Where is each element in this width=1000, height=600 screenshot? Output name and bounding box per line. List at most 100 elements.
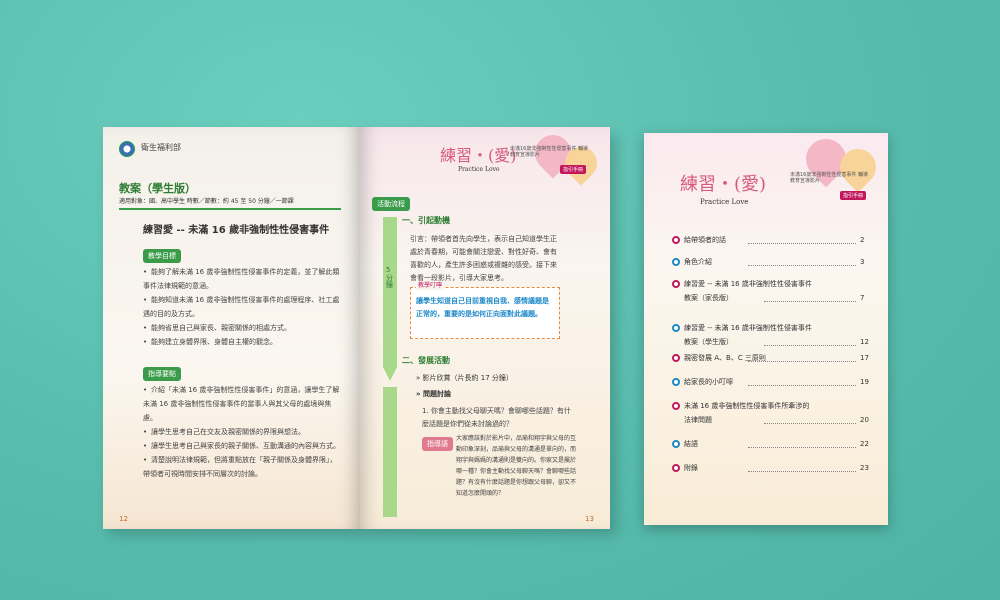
list-item: • 介紹「未滿 16 歲非強制性性侵害事件」的意涵，讓學生了解未滿 16 歲非強制… xyxy=(143,386,340,422)
list-item: • 能夠知道未滿 16 歲非強制性性侵害事件的處理程序、社工處遇的目的及方式。 xyxy=(143,296,340,318)
header-small: 未滿16歲非強制性性侵害事件 輔導教育宣導影片 xyxy=(790,172,868,184)
toc-leader xyxy=(748,243,856,244)
hint-text: 大家應該對於影片中，品瑜和翔宇與父母的互動印象深刻，品瑜與父母的溝通是單向的，而… xyxy=(456,435,576,497)
lesson-heading: 練習愛 -- 未滿 16 歲非強制性性侵害事件 xyxy=(143,225,330,236)
toc-item[interactable]: 給帶領者的話 xyxy=(684,235,856,245)
timeline-arrow-icon xyxy=(383,367,397,381)
list-item: • 能夠省思自己與家長、親密關係的相處方式。 xyxy=(143,324,291,332)
ministry-logo-icon xyxy=(119,141,135,157)
note-box xyxy=(410,287,560,339)
section-tag-goals: 教學目標 xyxy=(143,249,181,263)
toc-leader xyxy=(748,471,856,472)
step1-heading: 一、引起動機 xyxy=(402,216,450,225)
toc-leader xyxy=(748,385,856,386)
toc-item-label-line2: 教案（學生版） xyxy=(684,338,733,346)
toc-item-label-line2: 法律問題 xyxy=(684,416,712,424)
toc-item[interactable]: 給家長的小叮嚀 xyxy=(684,377,856,387)
list-item-text: 能夠省思自己與家長、親密關係的相處方式。 xyxy=(151,324,291,332)
lesson-plan-title: 教案（學生版） xyxy=(119,182,196,195)
toc-item-label: 角色介紹 xyxy=(684,258,712,266)
toc-bullet-icon xyxy=(672,402,680,410)
toc-leader xyxy=(748,447,856,448)
toc-leader xyxy=(748,361,856,362)
toc-item-label: 附錄 xyxy=(684,464,698,472)
toc-item[interactable]: 附錄 xyxy=(684,463,856,473)
video-item: » 影片欣賞（片長約 17 分鐘） xyxy=(416,374,513,383)
toc-bullet-icon xyxy=(672,236,680,244)
brand-title: 練習‧(愛) xyxy=(680,174,767,195)
toc-item-label: 給家長的小叮嚀 xyxy=(684,378,733,386)
toc-leader xyxy=(764,345,856,346)
guidance-list: • 介紹「未滿 16 歲非強制性性侵害事件」的意涵，讓學生了解未滿 16 歲非強制… xyxy=(143,383,343,481)
toc-bullet-icon xyxy=(672,440,680,448)
list-item-text: 介紹「未滿 16 歲非強制性性侵害事件」的意涵，讓學生了解未滿 16 歲非強制性… xyxy=(143,386,340,422)
toc-bullet-icon xyxy=(672,378,680,386)
handbook-badge: 指引手冊 xyxy=(840,191,867,200)
list-item: • 能夠建立身體界限、身體自主權的觀念。 xyxy=(143,338,277,346)
section-tag-guidance: 指導要點 xyxy=(143,367,181,381)
question-1: 1. 你會主動找父母聊天嗎？會聊哪些話題？有什麼話題是你們從未討論過的？ xyxy=(422,407,571,428)
toc-page: 練習‧(愛) Practice Love 未滿16歲非強制性性侵害事件 輔導教育… xyxy=(644,133,888,525)
toc-leader xyxy=(748,265,856,266)
step1-text: 引言：帶領者首先向學生，表示自己知道學生正處於青春期，可能會關注戀愛、對性好奇、… xyxy=(410,235,557,282)
page-number: 13 xyxy=(585,515,594,523)
list-item: • 讓學生思考自己在交友及親密關係的界限與想法。 xyxy=(143,428,305,436)
toc-item[interactable]: 練習愛 -- 未滿 16 歲非強制性性侵害事件 教案（家長版） xyxy=(684,279,856,303)
video-label: 影片欣賞（片長約 17 分鐘） xyxy=(422,374,513,382)
timeline-bar xyxy=(383,217,397,367)
goals-list: • 能夠了解未滿 16 歲非強制性性侵害事件的定義，並了解此類事件法律規範的意涵。… xyxy=(143,265,343,349)
toc-bullet-icon xyxy=(672,280,680,288)
activity-flow-tag: 活動流程 xyxy=(372,197,410,211)
toc-page-number: 22 xyxy=(860,440,869,448)
timeline-bar xyxy=(383,387,397,517)
toc-item-label: 結語 xyxy=(684,440,698,448)
right-page: 練習‧(愛) Practice Love 未滿16歲非強制性性侵害事件 輔導教育… xyxy=(360,127,610,529)
toc-item[interactable]: 結語 xyxy=(684,439,856,449)
brand-subtitle: Practice Love xyxy=(700,198,749,206)
ministry-name: 衛生福利部 xyxy=(141,143,181,152)
note-tag: 教學叮嚀 xyxy=(416,282,445,290)
header-small: 未滿16歲非強制性性侵害事件 輔導教育宣導影片 xyxy=(510,146,588,158)
arrow-icon: » xyxy=(416,374,423,382)
list-item-text: 能夠建立身體界限、身體自主權的觀念。 xyxy=(151,338,277,346)
toc-leader xyxy=(764,301,856,302)
time-label: 5分鐘 xyxy=(386,266,393,290)
toc-bullet-icon xyxy=(672,324,680,332)
list-item-text: 能夠知道未滿 16 歲非強制性性侵害事件的處理程序、社工處遇的目的及方式。 xyxy=(143,296,340,318)
toc-page-number: 2 xyxy=(860,236,865,244)
brand-subtitle: Practice Love xyxy=(458,166,500,173)
discussion-label: 問題討論 xyxy=(422,390,451,398)
toc-page-number: 12 xyxy=(860,338,869,346)
toc-bullet-icon xyxy=(672,464,680,472)
page-number: 12 xyxy=(119,515,128,523)
list-item: • 讓學生思考自己與家長的親子關係、互動溝通的內容與方式。 xyxy=(143,442,340,450)
list-item-text: 讓學生思考自己與家長的親子關係、互動溝通的內容與方式。 xyxy=(151,442,340,450)
toc-bullet-icon xyxy=(672,354,680,362)
toc-item[interactable]: 親密發展 A、B、C 三原則 xyxy=(684,353,856,363)
toc-page-number: 19 xyxy=(860,378,869,386)
list-item: • 能夠了解未滿 16 歲非強制性性侵害事件的定義，並了解此類事件法律規範的意涵。 xyxy=(143,268,340,290)
discussion-item: » 問題討論 xyxy=(416,390,451,399)
toc-item[interactable]: 練習愛 -- 未滿 16 歲非強制性性侵害事件 教案（學生版） xyxy=(684,323,856,347)
left-page: 衛生福利部 教案（學生版） 適用對象：國、高中學生 時數／節數：約 45 至 5… xyxy=(103,127,360,529)
brand-title: 練習‧(愛) xyxy=(440,146,517,165)
toc-item[interactable]: 未滿 16 歲非強制性性侵害事件所牽涉的 法律問題 xyxy=(684,401,856,425)
handbook-badge: 指引手冊 xyxy=(560,165,587,174)
list-item-text: 能夠了解未滿 16 歲非強制性性侵害事件的定義，並了解此類事件法律規範的意涵。 xyxy=(143,268,340,290)
toc-page-number: 3 xyxy=(860,258,865,266)
toc-item-label: 給帶領者的話 xyxy=(684,236,726,244)
list-item-text: 讓學生思考自己在交友及親密關係的界限與想法。 xyxy=(151,428,305,436)
toc-item-label: 練習愛 -- 未滿 16 歲非強制性性侵害事件 xyxy=(684,324,812,332)
lesson-plan-subtitle: 適用對象：國、高中學生 時數／節數：約 45 至 50 分鐘／一節課 xyxy=(119,198,294,205)
arrow-icon: » xyxy=(416,390,423,398)
divider xyxy=(119,208,341,210)
toc-page-number: 17 xyxy=(860,354,869,362)
note-text: 讓學生知道自己目前重視自我、感情議題是正常的，重要的是如何正向面對此議題。 xyxy=(416,297,549,318)
toc-item[interactable]: 角色介紹 xyxy=(684,257,856,267)
toc-item-label-line2: 教案（家長版） xyxy=(684,294,733,302)
toc-page-number: 7 xyxy=(860,294,865,302)
toc-leader xyxy=(764,423,856,424)
toc-page-number: 20 xyxy=(860,416,869,424)
toc-item-label: 練習愛 -- 未滿 16 歲非強制性性侵害事件 xyxy=(684,280,812,288)
list-item: • 清楚說明法律規範，但將重點放在「親子關係及身體界限」，帶領者可視時間安排不同層… xyxy=(143,456,337,478)
